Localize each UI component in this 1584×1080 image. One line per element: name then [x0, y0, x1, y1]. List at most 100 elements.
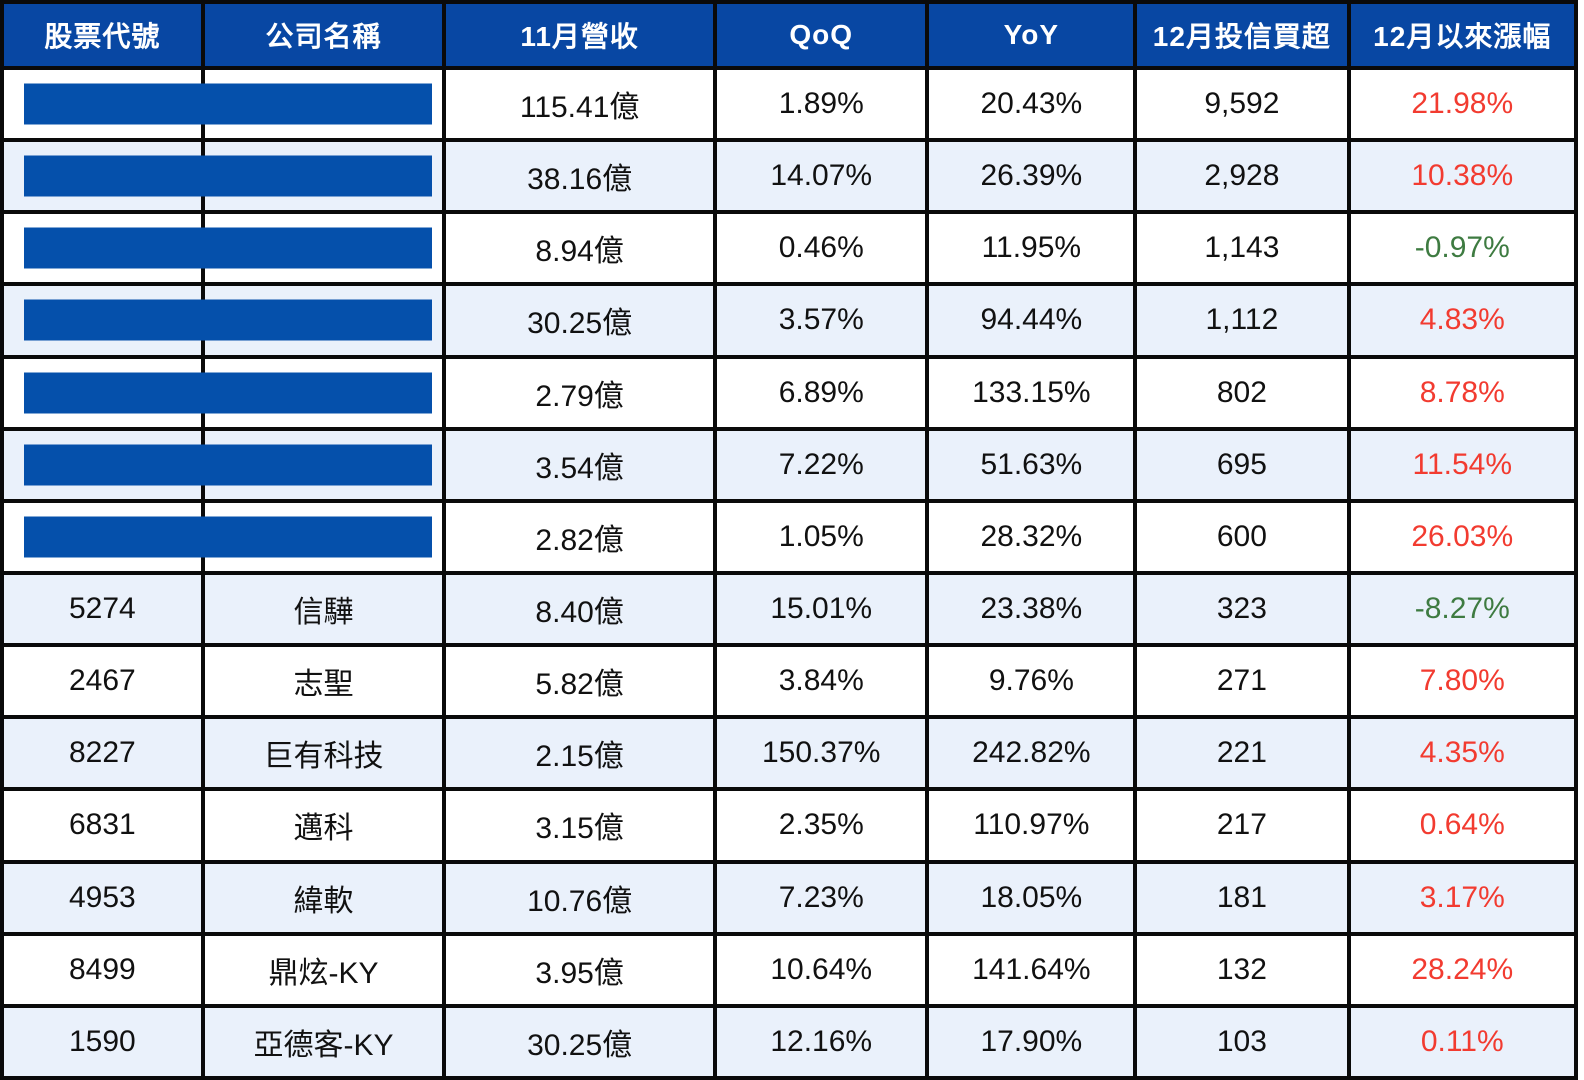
yoy-value: 17.90%	[980, 1024, 1083, 1058]
dec-change-value: -8.27%	[1414, 592, 1510, 626]
yoy-cell: 26.39%	[925, 138, 1138, 215]
qoq-cell: 7.23%	[712, 859, 930, 936]
nov-revenue-value: 8.40億	[535, 596, 624, 630]
header-dec-change: 12月以來漲幅	[1346, 0, 1578, 70]
nov-revenue-cell: 115.41億	[442, 65, 717, 143]
dec-change-cell: 11.54%	[1346, 426, 1578, 503]
dec-change-value: 10.38%	[1411, 159, 1514, 193]
dec-change-cell: -8.27%	[1346, 570, 1578, 648]
stock-code-value: 6831	[68, 808, 136, 842]
company-name-value: 邁科	[293, 812, 354, 846]
yoy-value: 51.63%	[980, 447, 1083, 481]
qoq-value: 7.22%	[778, 447, 864, 481]
yoy-cell: 23.38%	[925, 570, 1138, 648]
nov-revenue-cell: 2.15億	[442, 715, 717, 792]
dec-change-value: 21.98%	[1411, 87, 1514, 121]
stock-code-cell	[0, 138, 432, 215]
stock-code-cell	[0, 65, 432, 143]
nov-revenue-cell: 8.40億	[442, 570, 717, 648]
qoq-cell: 3.84%	[712, 643, 930, 720]
dec-change-value: 4.83%	[1419, 303, 1505, 337]
stock-code-cell	[0, 282, 432, 359]
nov-revenue-cell: 3.54億	[442, 426, 717, 503]
dec-trust-buy-cell: 217	[1133, 787, 1351, 864]
company-name-cell: 巨有科技	[200, 715, 447, 792]
company-name-cell: 志聖	[200, 643, 447, 720]
dec-change-cell: 10.38%	[1346, 138, 1578, 215]
table-row: 38.16億 14.07% 26.39% 2,928 10.38%	[0, 138, 1578, 215]
dec-change-cell: 26.03%	[1346, 498, 1578, 575]
nov-revenue-value: 30.25億	[527, 307, 633, 341]
nov-revenue-cell: 38.16億	[442, 138, 717, 215]
company-name-value: 緯軟	[293, 884, 354, 918]
dec-trust-buy-value: 695	[1216, 447, 1267, 481]
dec-change-value: 28.24%	[1411, 952, 1514, 986]
dec-trust-buy-value: 1,112	[1205, 303, 1279, 337]
dec-trust-buy-value: 221	[1216, 736, 1267, 770]
table-row: 2.79億 6.89% 133.15% 802 8.78%	[0, 354, 1578, 431]
nov-revenue-cell: 10.76億	[442, 859, 717, 936]
dec-trust-buy-cell: 1,112	[1133, 282, 1351, 359]
stock-code-value: 5274	[68, 592, 136, 626]
dec-trust-buy-cell: 1,143	[1133, 210, 1351, 287]
yoy-cell: 51.63%	[925, 426, 1138, 503]
dec-change-value: -0.97%	[1414, 231, 1510, 265]
redaction-bar	[24, 227, 432, 269]
company-name-value: 巨有科技	[263, 740, 384, 774]
company-name-cell: 緯軟	[200, 859, 447, 936]
dec-trust-buy-value: 802	[1216, 375, 1267, 409]
header-dec-trust-buy: 12月投信買超	[1133, 0, 1351, 70]
yoy-cell: 9.76%	[925, 643, 1138, 720]
redaction-bar	[24, 444, 432, 486]
table-body: 115.41億 1.89% 20.43% 9,592 21.98% 38.16億…	[0, 65, 1578, 1080]
dec-trust-buy-value: 1,143	[1204, 231, 1280, 265]
dec-trust-buy-cell: 132	[1133, 931, 1351, 1008]
dec-trust-buy-cell: 221	[1133, 715, 1351, 792]
redaction-bar	[24, 299, 432, 341]
table-row: 8227 巨有科技 2.15億 150.37% 242.82% 221 4.35…	[0, 715, 1578, 792]
dec-trust-buy-cell: 802	[1133, 354, 1351, 431]
redaction-bar	[24, 155, 432, 197]
dec-trust-buy-cell: 323	[1133, 570, 1351, 648]
stock-code-cell: 5274	[0, 570, 205, 648]
qoq-value: 15.01%	[770, 592, 873, 626]
dec-change-value: 0.64%	[1419, 808, 1505, 842]
company-name-cell: 亞德客-KY	[200, 1003, 447, 1080]
qoq-value: 0.46%	[778, 231, 864, 265]
nov-revenue-value: 5.82億	[535, 668, 624, 702]
yoy-value: 11.95%	[981, 231, 1082, 265]
nov-revenue-value: 2.15億	[535, 740, 624, 774]
qoq-value: 7.23%	[778, 880, 864, 914]
stock-code-cell	[0, 210, 432, 287]
redaction-bar	[24, 372, 432, 414]
nov-revenue-cell: 30.25億	[442, 1003, 717, 1080]
yoy-cell: 242.82%	[925, 715, 1138, 792]
yoy-cell: 141.64%	[925, 931, 1138, 1008]
qoq-value: 2.35%	[778, 808, 864, 842]
table-row: 30.25億 3.57% 94.44% 1,112 4.83%	[0, 282, 1578, 359]
header-company-name: 公司名稱	[200, 0, 447, 70]
dec-change-cell: 4.35%	[1346, 715, 1578, 792]
yoy-cell: 18.05%	[925, 859, 1138, 936]
qoq-cell: 6.89%	[712, 354, 930, 431]
stock-code-value: 8499	[68, 952, 136, 986]
nov-revenue-cell: 3.15億	[442, 787, 717, 864]
table-row: 5274 信驊 8.40億 15.01% 23.38% 323 -8.27%	[0, 570, 1578, 648]
nov-revenue-value: 10.76億	[527, 884, 633, 918]
header-stock-code: 股票代號	[0, 0, 205, 70]
stock-code-cell: 4953	[0, 859, 205, 936]
yoy-value: 242.82%	[972, 736, 1091, 770]
header-qoq: QoQ	[712, 0, 930, 70]
stock-code-value: 8227	[68, 736, 136, 770]
qoq-cell: 14.07%	[712, 138, 930, 215]
nov-revenue-cell: 5.82億	[442, 643, 717, 720]
dec-change-cell: -0.97%	[1346, 210, 1578, 287]
nov-revenue-value: 2.79億	[535, 379, 624, 413]
qoq-cell: 1.89%	[712, 65, 930, 143]
dec-change-value: 8.78%	[1419, 375, 1505, 409]
stock-code-cell: 2467	[0, 643, 205, 720]
qoq-cell: 2.35%	[712, 787, 930, 864]
qoq-value: 150.37%	[762, 736, 881, 770]
